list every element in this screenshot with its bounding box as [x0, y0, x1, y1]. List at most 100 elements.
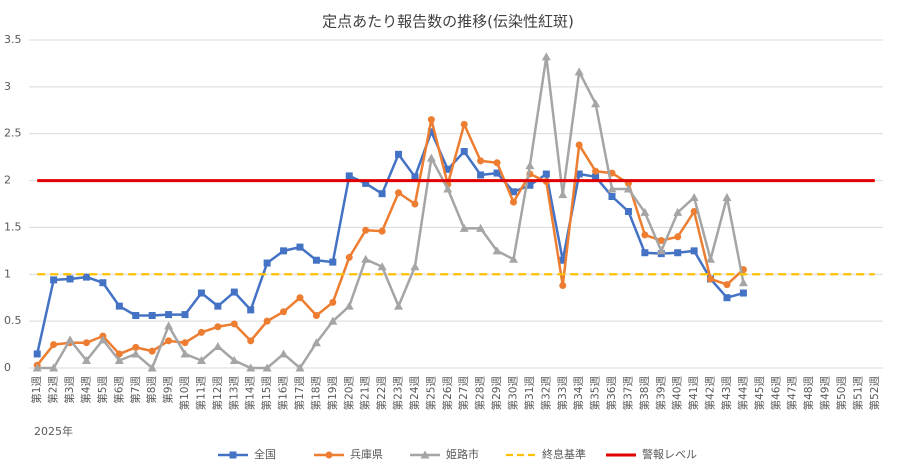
- x-tick-label: 第50週: [835, 376, 848, 411]
- data-point: [296, 243, 304, 251]
- data-point: [312, 312, 320, 320]
- x-tick-label: 第16週: [277, 376, 290, 411]
- data-point: [592, 167, 600, 175]
- y-tick-label: 1.5: [4, 220, 22, 233]
- data-point: [114, 356, 124, 365]
- data-point: [641, 249, 649, 257]
- x-tick-label: 第36週: [605, 376, 618, 411]
- x-tick-label: 第3週: [63, 376, 76, 404]
- data-point: [82, 273, 90, 281]
- data-point: [279, 349, 289, 358]
- data-point: [492, 246, 502, 255]
- data-point: [722, 192, 732, 201]
- x-tick-label: 第23週: [392, 376, 405, 411]
- data-point: [477, 171, 485, 179]
- x-tick-label: 第2週: [47, 376, 60, 404]
- data-point: [574, 67, 584, 76]
- y-tick-label: 2.5: [4, 127, 22, 140]
- data-point: [411, 200, 419, 208]
- data-point: [444, 165, 452, 173]
- data-point: [739, 289, 747, 297]
- x-tick-label: 第51週: [851, 376, 864, 411]
- data-point: [147, 363, 157, 372]
- data-point: [624, 207, 632, 215]
- data-point: [509, 198, 517, 206]
- x-tick-label: 第5週: [96, 376, 109, 404]
- data-point: [378, 227, 386, 235]
- data-point: [640, 207, 650, 216]
- data-point: [509, 188, 517, 196]
- data-point: [575, 141, 583, 149]
- data-point: [689, 192, 699, 201]
- data-point: [738, 278, 748, 287]
- legend-item: 終息基準: [506, 447, 586, 461]
- legend-marker: [420, 450, 430, 459]
- data-point: [246, 363, 256, 372]
- data-point: [690, 207, 698, 215]
- data-point: [148, 312, 156, 320]
- data-point: [508, 254, 518, 263]
- x-tick-label: 第43週: [720, 376, 733, 411]
- data-point: [426, 153, 436, 162]
- data-point: [394, 301, 404, 310]
- data-point: [345, 172, 353, 180]
- data-point: [214, 302, 222, 310]
- data-point: [575, 170, 583, 178]
- data-point: [82, 339, 90, 347]
- x-tick-label: 第4週: [79, 376, 92, 404]
- data-point: [329, 258, 337, 266]
- data-point: [230, 320, 238, 328]
- x-tick-label: 第33週: [556, 376, 569, 411]
- data-point: [247, 306, 255, 314]
- legend-label: 終息基準: [542, 447, 586, 461]
- x-tick-label: 第39週: [654, 376, 667, 411]
- data-point: [50, 276, 58, 284]
- data-point: [608, 193, 616, 201]
- data-point: [181, 311, 189, 319]
- data-point: [312, 256, 320, 264]
- data-point: [460, 148, 468, 156]
- x-tick-label: 第32週: [539, 376, 552, 411]
- data-point: [623, 184, 633, 193]
- y-tick-label: 3.5: [4, 33, 22, 46]
- x-tick-label: 第14週: [244, 376, 257, 411]
- data-point: [411, 173, 419, 181]
- data-point: [656, 246, 666, 255]
- data-point: [165, 311, 173, 319]
- x-tick-label: 第49週: [819, 376, 832, 411]
- legend-marker: [325, 451, 333, 459]
- data-point: [66, 275, 74, 283]
- x-tick-label: 第15週: [260, 376, 273, 411]
- x-tick-label: 第26週: [441, 376, 454, 411]
- data-point: [559, 282, 567, 290]
- y-tick-label: 1: [4, 267, 11, 280]
- x-tick-label: 第20週: [342, 376, 355, 411]
- data-point: [148, 347, 156, 355]
- data-point: [280, 247, 288, 255]
- x-tick-label: 第29週: [490, 376, 503, 411]
- data-point: [541, 52, 551, 61]
- data-point: [493, 169, 501, 177]
- data-point: [362, 226, 370, 234]
- x-tick-label: 第47週: [786, 376, 799, 411]
- x-tick-label: 第7週: [129, 376, 142, 404]
- data-point: [427, 128, 435, 136]
- data-point: [641, 231, 649, 239]
- data-point: [443, 184, 453, 193]
- legend-marker: [229, 451, 237, 459]
- x-tick-label: 第37週: [621, 376, 634, 411]
- data-point: [49, 363, 59, 372]
- x-tick-label: 第17週: [293, 376, 306, 411]
- x-tick-label: 第10週: [178, 376, 191, 411]
- data-point: [280, 308, 288, 316]
- data-point: [328, 316, 338, 325]
- data-point: [180, 349, 190, 358]
- data-point: [493, 159, 501, 167]
- data-point: [690, 247, 698, 255]
- x-tick-label: 第31週: [523, 376, 536, 411]
- x-tick-label: 第35週: [589, 376, 602, 411]
- x-tick-label: 第46週: [769, 376, 782, 411]
- data-point: [165, 337, 173, 345]
